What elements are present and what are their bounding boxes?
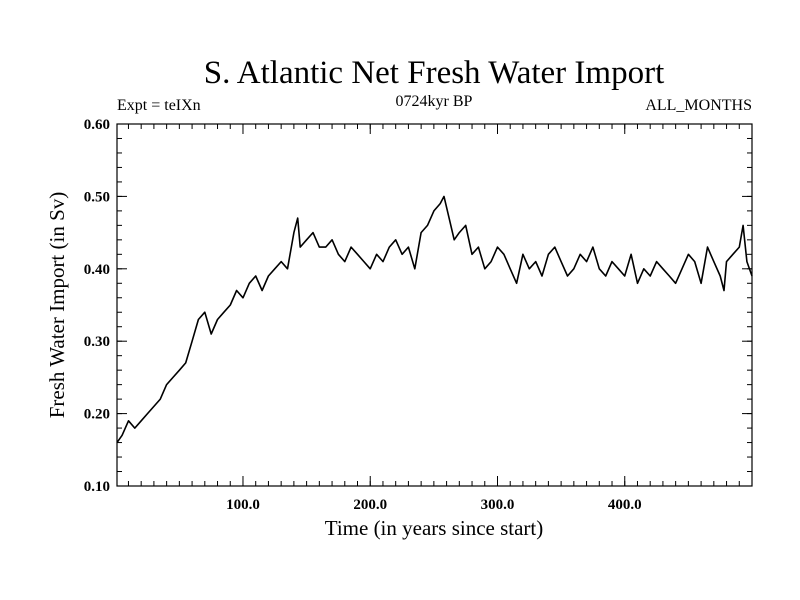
y-axis-label: Fresh Water Import (in Sv) [45, 192, 69, 419]
x-tick-label: 400.0 [608, 497, 642, 513]
y-tick-label: 0.50 [84, 189, 110, 205]
y-tick-label: 0.60 [84, 117, 110, 133]
x-tick-label: 100.0 [226, 497, 260, 513]
x-tick-label: 300.0 [481, 497, 515, 513]
chart-subtitle-left: Expt = teIXn [117, 97, 201, 114]
y-tick-label: 0.10 [84, 479, 110, 495]
chart-title: S. Atlantic Net Fresh Water Import [204, 55, 665, 91]
chart-subtitle-center: 0724kyr BP [396, 93, 473, 110]
y-tick-label: 0.40 [84, 262, 110, 278]
x-tick-label: 200.0 [353, 497, 387, 513]
x-tick-labels: 100.0 200.0 300.0 400.0 [226, 497, 642, 513]
y-tick-labels: 0.10 0.20 0.30 0.40 0.50 0.60 [84, 117, 110, 495]
x-axis-label: Time (in years since start) [325, 516, 544, 540]
plot-frame [116, 123, 753, 487]
chart-subtitle-right: ALL_MONTHS [645, 97, 752, 114]
y-tick-label: 0.30 [84, 334, 110, 350]
y-tick-label: 0.20 [84, 407, 110, 423]
series-line [116, 195, 753, 444]
minor-ticks [117, 124, 752, 486]
major-ticks [117, 123, 752, 487]
